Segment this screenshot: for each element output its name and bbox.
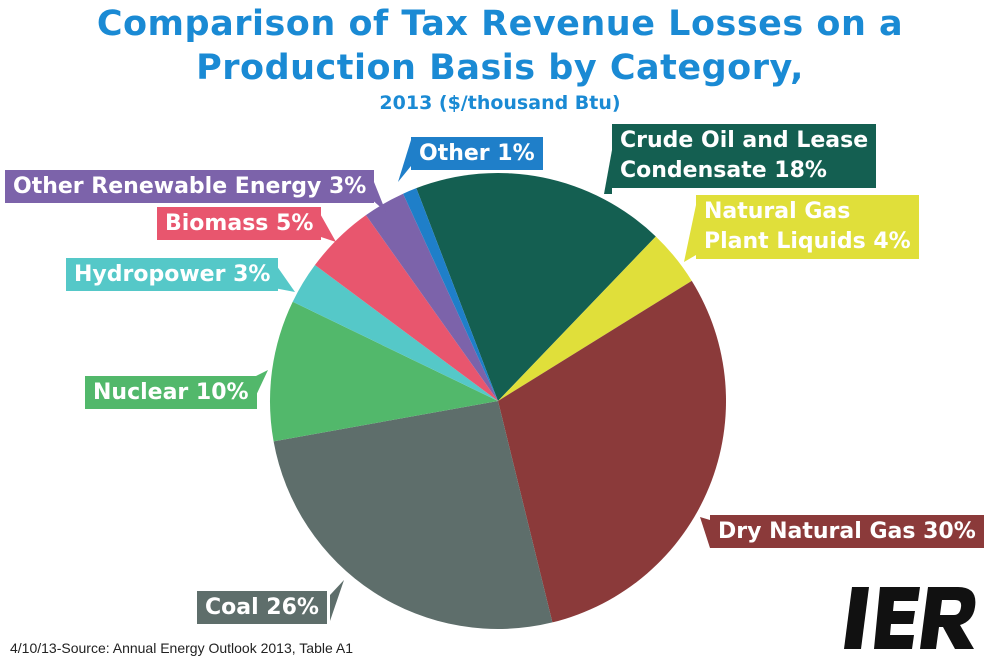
pie-slice-other-renewable-energy	[365, 193, 498, 401]
label-hydropower: Hydropower 3%	[66, 258, 279, 291]
label-dry-natural-gas: Dry Natural Gas 30%	[710, 515, 984, 548]
pie-slice-other	[403, 188, 498, 401]
pie-slice-natural-gas-plant-liquids	[498, 236, 692, 401]
pie-slice-coal	[273, 401, 553, 630]
label-ngpl: Natural Gas Plant Liquids 4%	[696, 195, 919, 259]
callout-pointer	[398, 140, 411, 182]
label-other: Other 1%	[411, 137, 543, 170]
pie-slice-biomass	[314, 215, 498, 401]
callout-pointer	[684, 205, 696, 262]
pie-slice-nuclear	[269, 301, 498, 442]
label-nuclear: Nuclear 10%	[85, 376, 257, 409]
pie-slice-crude-oil-and-lease-condensate	[416, 172, 656, 401]
callout-pointer	[700, 517, 710, 548]
source-note: 4/10/13-Source: Annual Energy Outlook 20…	[10, 640, 353, 656]
label-biomass: Biomass 5%	[157, 207, 322, 240]
label-coal: Coal 26%	[197, 591, 327, 624]
label-other-renewable: Other Renewable Energy 3%	[5, 170, 375, 203]
ier-logo	[844, 587, 976, 649]
chart-title-line2: Production Basis by Category,	[196, 48, 804, 88]
chart-title-line1: Comparison of Tax Revenue Losses on a	[96, 4, 904, 44]
callout-pointer	[318, 210, 336, 242]
callout-pointer	[604, 150, 612, 194]
pie-slice-dry-natural-gas	[498, 280, 727, 623]
callout-pointer	[330, 580, 344, 621]
label-crude-oil: Crude Oil and Lease Condensate 18%	[612, 124, 877, 188]
chart-subtitle: 2013 ($/thousand Btu)	[379, 92, 621, 114]
callout-pointer	[274, 262, 295, 292]
pie-slice-hydropower	[292, 265, 498, 401]
